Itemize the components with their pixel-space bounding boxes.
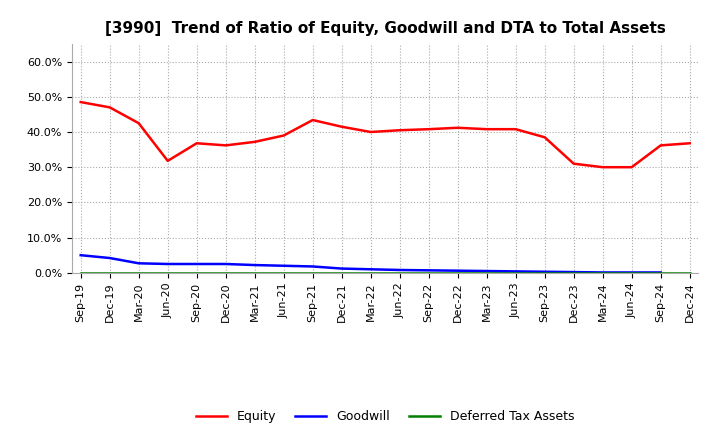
Deferred Tax Assets bbox=[627, 270, 636, 275]
Equity bbox=[338, 124, 346, 129]
Deferred Tax Assets bbox=[163, 270, 172, 275]
Deferred Tax Assets bbox=[541, 270, 549, 275]
Equity bbox=[192, 141, 201, 146]
Goodwill bbox=[570, 269, 578, 275]
Line: Equity: Equity bbox=[81, 102, 690, 167]
Deferred Tax Assets bbox=[366, 270, 375, 275]
Deferred Tax Assets bbox=[251, 270, 259, 275]
Equity bbox=[135, 121, 143, 126]
Deferred Tax Assets bbox=[105, 270, 114, 275]
Equity bbox=[221, 143, 230, 148]
Deferred Tax Assets bbox=[482, 270, 491, 275]
Deferred Tax Assets bbox=[511, 270, 520, 275]
Equity bbox=[511, 127, 520, 132]
Equity bbox=[454, 125, 462, 130]
Goodwill bbox=[482, 268, 491, 274]
Equity bbox=[251, 139, 259, 144]
Equity bbox=[541, 135, 549, 140]
Goodwill bbox=[511, 269, 520, 274]
Goodwill bbox=[454, 268, 462, 273]
Equity bbox=[366, 129, 375, 135]
Deferred Tax Assets bbox=[221, 270, 230, 275]
Deferred Tax Assets bbox=[395, 270, 404, 275]
Deferred Tax Assets bbox=[685, 270, 694, 275]
Goodwill bbox=[627, 270, 636, 275]
Goodwill bbox=[338, 266, 346, 271]
Equity bbox=[163, 158, 172, 164]
Goodwill bbox=[221, 261, 230, 267]
Equity bbox=[105, 105, 114, 110]
Deferred Tax Assets bbox=[338, 270, 346, 275]
Goodwill bbox=[105, 255, 114, 260]
Equity bbox=[308, 117, 317, 123]
Goodwill bbox=[657, 270, 665, 275]
Deferred Tax Assets bbox=[598, 270, 607, 275]
Goodwill bbox=[163, 261, 172, 267]
Equity bbox=[685, 141, 694, 146]
Equity bbox=[482, 127, 491, 132]
Equity bbox=[279, 133, 288, 138]
Equity bbox=[570, 161, 578, 166]
Equity bbox=[424, 127, 433, 132]
Goodwill bbox=[279, 263, 288, 268]
Equity bbox=[598, 165, 607, 170]
Legend: Equity, Goodwill, Deferred Tax Assets: Equity, Goodwill, Deferred Tax Assets bbox=[191, 405, 580, 428]
Equity bbox=[657, 143, 665, 148]
Goodwill bbox=[424, 268, 433, 273]
Goodwill bbox=[192, 261, 201, 267]
Deferred Tax Assets bbox=[192, 270, 201, 275]
Deferred Tax Assets bbox=[135, 270, 143, 275]
Goodwill bbox=[541, 269, 549, 275]
Deferred Tax Assets bbox=[308, 270, 317, 275]
Title: [3990]  Trend of Ratio of Equity, Goodwill and DTA to Total Assets: [3990] Trend of Ratio of Equity, Goodwil… bbox=[105, 21, 665, 36]
Goodwill bbox=[135, 260, 143, 266]
Goodwill bbox=[251, 262, 259, 268]
Equity bbox=[76, 99, 85, 105]
Deferred Tax Assets bbox=[76, 270, 85, 275]
Equity bbox=[627, 165, 636, 170]
Goodwill bbox=[395, 268, 404, 273]
Deferred Tax Assets bbox=[657, 270, 665, 275]
Deferred Tax Assets bbox=[279, 270, 288, 275]
Line: Goodwill: Goodwill bbox=[81, 255, 661, 272]
Deferred Tax Assets bbox=[454, 270, 462, 275]
Goodwill bbox=[308, 264, 317, 269]
Goodwill bbox=[76, 253, 85, 258]
Goodwill bbox=[366, 267, 375, 272]
Deferred Tax Assets bbox=[570, 270, 578, 275]
Deferred Tax Assets bbox=[424, 270, 433, 275]
Equity bbox=[395, 128, 404, 133]
Goodwill bbox=[598, 270, 607, 275]
